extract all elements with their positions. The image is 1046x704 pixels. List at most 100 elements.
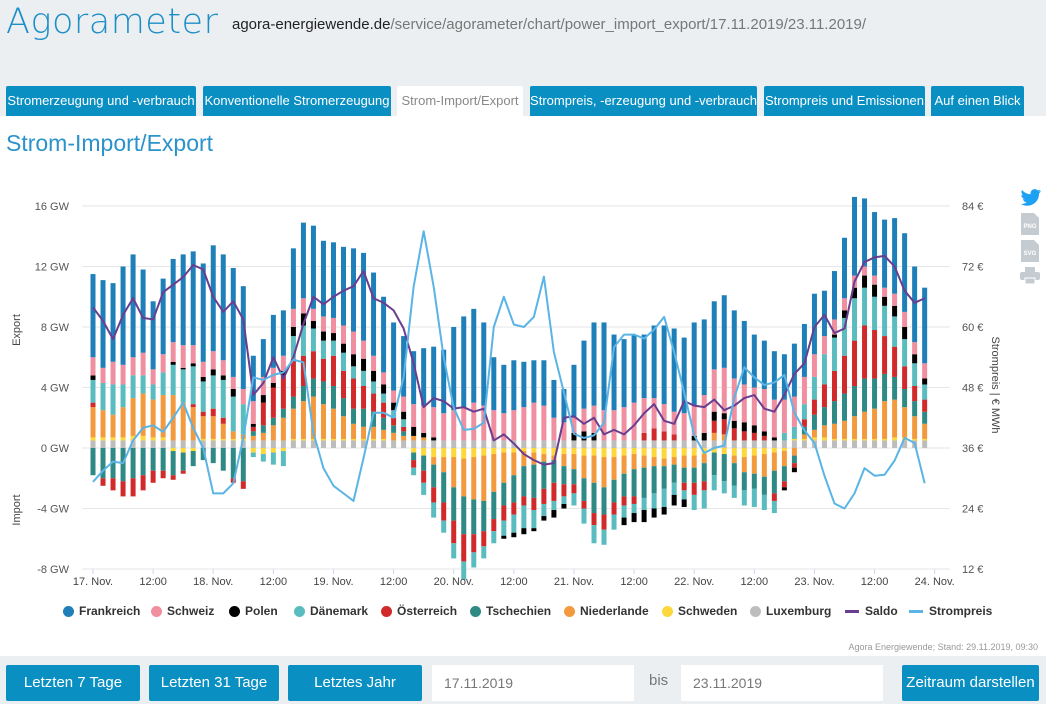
bar-luxemburg [200,440,206,448]
legend-daenemark[interactable]: Dänemark [294,604,368,618]
bar-niederlande [160,395,166,438]
bar-österreich [811,399,817,415]
bar-tschechien [170,451,176,476]
legend-luxemburg[interactable]: Luxemburg [750,604,831,618]
bar-polen [922,378,928,385]
bar-tschechien [330,385,336,409]
bar-tschechien [741,472,747,491]
bar-österreich [581,500,587,509]
bar-luxemburg [571,440,577,448]
line-saldo [92,254,926,466]
png-download-icon[interactable]: PNG [1020,213,1040,235]
legend-oesterreich[interactable]: Österreich [381,604,457,618]
show-range-button[interactable]: Zeitraum darstellen [902,665,1039,701]
bar-schweiz [200,361,206,377]
bar-schweiz [280,355,286,371]
tab-import-export[interactable]: Strom-Import/Export [397,86,523,116]
tab-auf-einen-blick[interactable]: Auf einen Blick [931,86,1024,116]
last-31-days-button[interactable]: Letzten 31 Tage [149,665,279,701]
bar-schweiz [371,355,377,371]
y-right-tick-label: 72 € [962,262,983,274]
bar-tschechien [661,466,667,489]
tab-stromerzeugung[interactable]: Stromerzeugung und -verbrauch [6,86,196,116]
bar-dänemark [902,339,908,367]
bar-niederlande [481,455,487,501]
bar-österreich [200,411,206,417]
legend-tschechien[interactable]: Tschechien [470,604,551,618]
bar-schweden [541,448,547,455]
bar-niederlande [100,410,106,438]
tab-strompreis-erzeugung[interactable]: Strompreis, -erzeugung und -verbrauch [530,86,757,116]
bar-luxemburg [741,440,747,448]
legend-schweden[interactable]: Schweden [662,604,737,618]
tab-strompreis-emissionen[interactable]: Strompreis und Emissionen [764,86,925,116]
bar-schweiz [531,402,537,441]
bar-dänemark [922,384,928,400]
legend-frankreich[interactable]: Frankreich [63,604,140,618]
bar-dänemark [731,485,737,498]
bar-österreich [721,419,727,435]
bar-luxemburg [501,440,507,448]
bar-frankreich [862,198,868,267]
svg-download-icon[interactable]: SVG [1020,240,1040,262]
bar-österreich [791,463,797,468]
bar-dänemark [751,488,757,507]
bar-dänemark [210,375,216,409]
bar-polen [541,516,547,521]
legend-label: Polen [245,604,278,618]
bar-luxemburg [230,440,236,448]
bar-schweden [781,448,787,452]
legend-polen[interactable]: Polen [229,604,278,618]
bar-tschechien [882,373,888,402]
bar-dänemark [571,493,577,506]
legend-strompreis[interactable]: Strompreis [909,604,992,618]
bar-schweiz [451,410,457,441]
bar-frankreich [341,246,346,326]
bar-polen [260,395,266,403]
bar-polen [892,305,898,317]
last-year-button[interactable]: Letztes Jahr [288,665,422,701]
print-icon[interactable] [1020,267,1040,285]
twitter-icon[interactable] [1020,188,1042,208]
bar-luxemburg [651,440,657,448]
legend-schweiz[interactable]: Schweiz [151,604,214,618]
x-tick-label: 12:00 [260,576,288,588]
from-date-input[interactable]: 17.11.2019 [432,665,634,701]
brand-logo[interactable]: Agorameter [6,2,219,42]
bar-niederlande [371,426,377,439]
bar-tschechien [471,499,477,535]
bar-frankreich [852,196,858,276]
bar-schweiz [691,405,697,436]
bar-österreich [260,402,266,426]
bar-dänemark [892,316,898,347]
bar-schweden [501,448,507,453]
legend-saldo[interactable]: Saldo [845,604,898,618]
bar-schweiz [361,340,367,359]
bar-schweiz [210,351,216,370]
bar-niederlande [501,452,507,483]
url-breadcrumb: agora-energiewende.de/service/agorameter… [232,16,866,33]
bar-polen [681,499,687,507]
bar-österreich [691,482,697,495]
bar-niederlande [210,416,216,439]
bar-tschechien [250,431,256,436]
bar-luxemburg [892,440,898,448]
to-date-input[interactable]: 23.11.2019 [681,665,883,701]
bar-schweden [521,448,527,452]
bar-luxemburg [781,440,787,448]
bar-schweiz [551,417,557,441]
bar-frankreich [521,361,527,408]
bar-schweden [811,437,817,441]
bar-tschechien [280,408,286,418]
bar-österreich [210,408,216,417]
last-7-days-button[interactable]: Letzten 7 Tage [6,665,140,701]
bar-dänemark [150,384,156,400]
bar-polen [310,320,316,329]
bar-frankreich [270,314,276,368]
tab-konventionelle[interactable]: Konventionelle Stromerzeugung [203,86,391,116]
bar-schweden [200,438,206,441]
legend-niederlande[interactable]: Niederlande [564,604,649,618]
bar-dänemark [701,490,707,509]
bar-dänemark [160,372,166,396]
bar-luxemburg [581,440,587,448]
